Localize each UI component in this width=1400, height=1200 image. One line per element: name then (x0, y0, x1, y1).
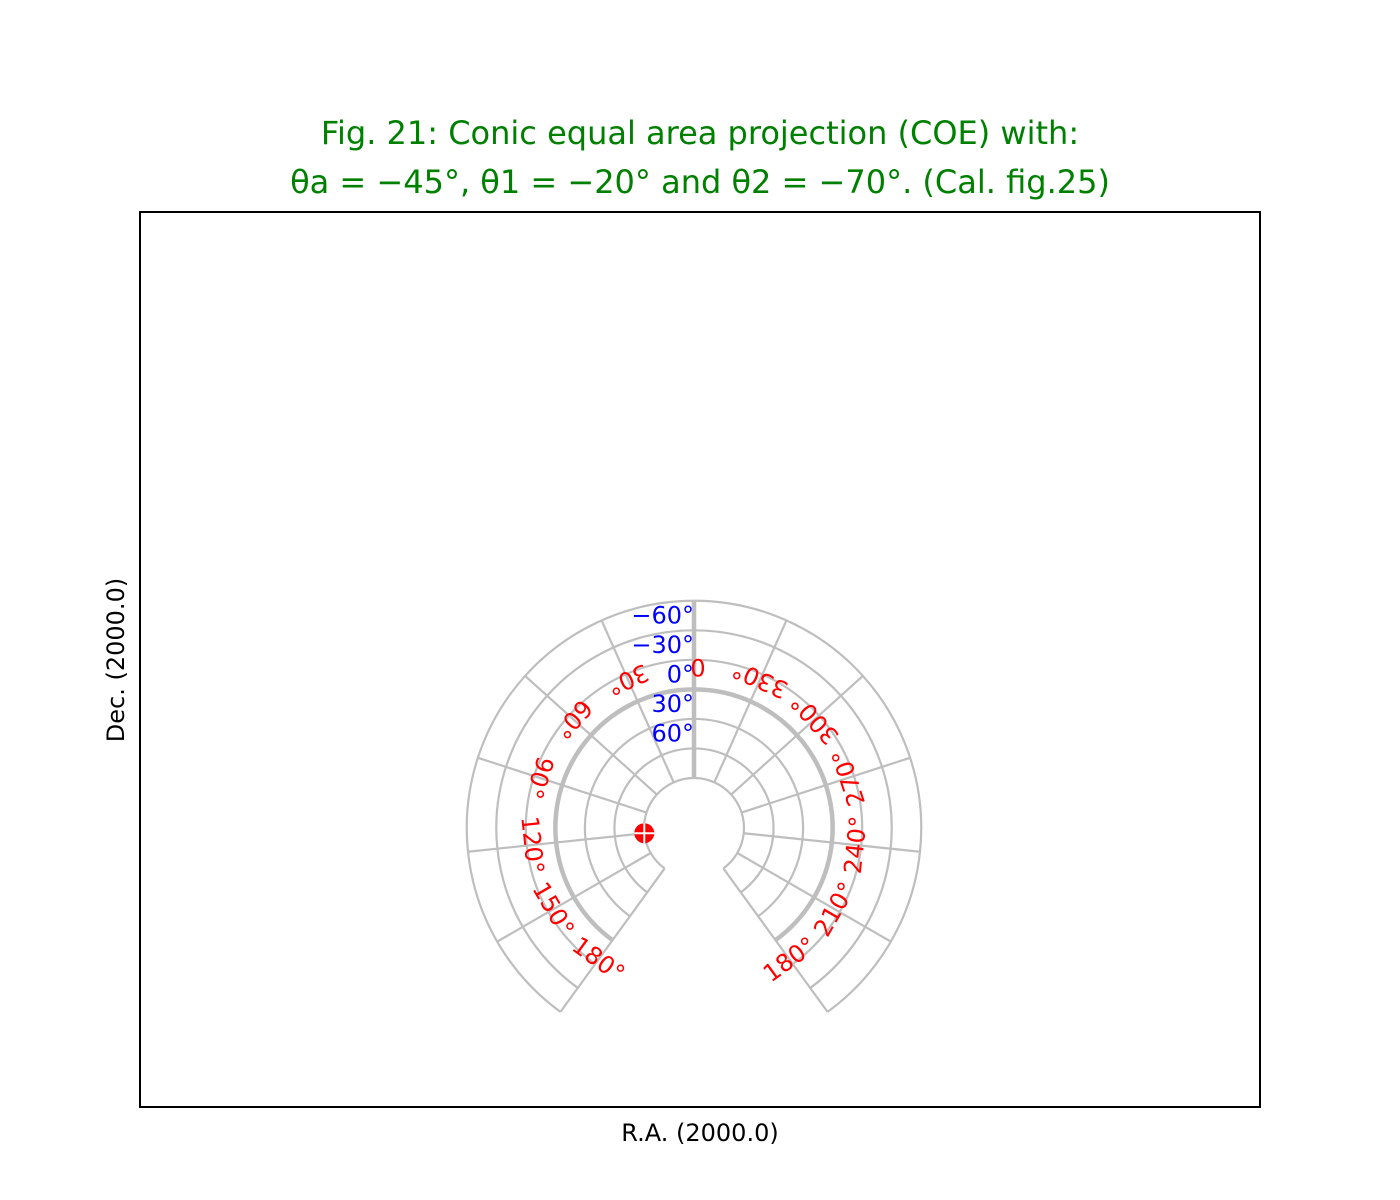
longitude-line-90 (477, 756, 647, 814)
chart-title-line-2: θa = −45°, θ1 = −20° and θ2 = −70°. (Cal… (290, 163, 1110, 201)
longitude-label-11: 210° (808, 877, 861, 941)
longitude-line-270 (741, 756, 911, 814)
x-axis-label: R.A. (2000.0) (621, 1119, 778, 1147)
latitude-label-1: 30° (651, 690, 694, 718)
longitude-line-330 (713, 619, 788, 783)
chart-title-line-1: Fig. 21: Conic equal area projection (CO… (321, 114, 1079, 152)
longitude-label-9: 270° (826, 746, 870, 810)
markers (634, 823, 655, 844)
latitude-labels: 60°30°0°−30°−60° (631, 601, 694, 747)
latitude-label-0: 60° (651, 719, 694, 747)
longitude-label-12: 180° (758, 931, 821, 988)
longitude-line-210 (736, 852, 892, 943)
latitude-label-3: −30° (631, 631, 694, 659)
longitude-line-180-right (722, 867, 829, 1013)
graticule (465, 599, 923, 1013)
longitude-label-10: 240° (839, 815, 873, 875)
longitude-label-0: 0 (690, 654, 705, 682)
longitude-line-150 (496, 852, 652, 943)
longitude-line-240 (743, 832, 921, 853)
longitude-label-3: 90° (519, 753, 559, 802)
longitude-label-5: 150° (527, 877, 580, 941)
longitude-line-30 (600, 619, 675, 783)
latitude-label-2: 0° (667, 660, 694, 688)
y-axis-label: Dec. (2000.0) (102, 578, 130, 742)
longitude-label-8: 300° (785, 688, 844, 750)
latitude-line-90 (642, 776, 746, 870)
longitude-line-300 (730, 675, 864, 796)
plot-frame (139, 211, 1261, 1108)
longitude-line-180-left (559, 867, 666, 1013)
longitude-line-60 (524, 675, 658, 796)
longitude-label-1: 30° (603, 658, 653, 701)
longitude-label-4: 120° (515, 815, 549, 875)
latitude-label-4: −60° (631, 601, 694, 629)
longitude-label-6: 180° (567, 931, 630, 988)
longitude-line-120 (467, 832, 645, 853)
